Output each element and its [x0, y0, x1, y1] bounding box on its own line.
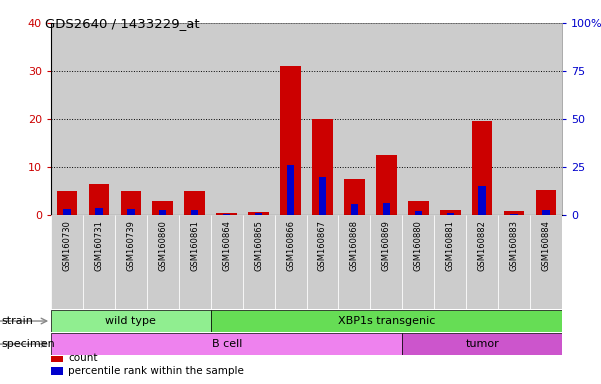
Bar — [402, 215, 435, 309]
Bar — [466, 23, 498, 215]
Bar — [466, 215, 498, 309]
Text: wild type: wild type — [105, 316, 156, 326]
Bar — [51, 310, 211, 332]
Text: percentile rank within the sample: percentile rank within the sample — [68, 366, 244, 376]
Bar — [498, 215, 530, 309]
Bar — [211, 310, 562, 332]
Bar — [51, 215, 83, 309]
Bar — [243, 23, 275, 215]
Bar — [338, 23, 370, 215]
Text: GSM160861: GSM160861 — [191, 220, 200, 271]
Bar — [351, 204, 358, 215]
Bar — [287, 165, 294, 215]
Bar — [51, 23, 83, 215]
Text: B cell: B cell — [212, 339, 242, 349]
Bar — [179, 23, 211, 215]
Text: GSM160867: GSM160867 — [318, 220, 327, 271]
Bar — [115, 23, 147, 215]
Text: specimen: specimen — [2, 339, 55, 349]
Text: GSM160883: GSM160883 — [510, 220, 519, 271]
Bar — [51, 354, 63, 362]
Bar — [153, 200, 173, 215]
Text: GSM160860: GSM160860 — [158, 220, 167, 271]
Bar — [83, 23, 115, 215]
Bar — [402, 333, 562, 355]
Bar — [307, 23, 338, 215]
Bar — [147, 23, 179, 215]
Bar — [319, 177, 326, 215]
Bar — [223, 214, 230, 215]
Bar — [498, 23, 530, 215]
Text: GSM160739: GSM160739 — [126, 220, 135, 271]
Bar — [64, 209, 71, 215]
Bar — [440, 210, 460, 215]
Bar — [255, 213, 262, 215]
Bar — [535, 190, 557, 215]
Bar — [96, 208, 103, 215]
Bar — [121, 191, 141, 215]
Bar — [434, 215, 466, 309]
Text: GSM160880: GSM160880 — [413, 220, 423, 271]
Bar — [447, 213, 454, 215]
Bar — [415, 211, 422, 215]
Bar — [127, 209, 135, 215]
Bar — [370, 215, 402, 309]
Bar — [51, 367, 63, 376]
Bar — [191, 210, 198, 215]
Bar — [243, 215, 275, 309]
Text: GSM160868: GSM160868 — [350, 220, 359, 271]
Bar — [344, 179, 365, 215]
Bar — [542, 210, 549, 215]
Text: GSM160881: GSM160881 — [446, 220, 455, 271]
Bar — [472, 121, 492, 215]
Bar — [530, 23, 562, 215]
Text: XBP1s transgenic: XBP1s transgenic — [338, 316, 435, 326]
Bar — [88, 184, 109, 215]
Bar — [115, 215, 147, 309]
Bar — [51, 333, 402, 355]
Text: GSM160865: GSM160865 — [254, 220, 263, 271]
Bar — [56, 191, 78, 215]
Bar — [275, 23, 307, 215]
Bar — [307, 215, 338, 309]
Bar — [248, 212, 269, 215]
Bar — [478, 186, 486, 215]
Bar — [408, 200, 429, 215]
Text: tumor: tumor — [465, 339, 499, 349]
Text: GSM160731: GSM160731 — [94, 220, 103, 271]
Text: GSM160884: GSM160884 — [542, 220, 551, 271]
Bar — [159, 210, 166, 215]
Bar — [211, 215, 243, 309]
Bar — [370, 23, 402, 215]
Bar — [338, 215, 370, 309]
Text: GSM160864: GSM160864 — [222, 220, 231, 271]
Bar — [376, 155, 397, 215]
Bar — [402, 23, 435, 215]
Bar — [530, 215, 562, 309]
Text: GSM160882: GSM160882 — [478, 220, 487, 271]
Bar — [179, 215, 211, 309]
Bar — [510, 214, 517, 215]
Text: GSM160730: GSM160730 — [63, 220, 72, 271]
Bar — [383, 203, 390, 215]
Text: strain: strain — [2, 316, 34, 326]
Text: GSM160869: GSM160869 — [382, 220, 391, 271]
Bar — [83, 215, 115, 309]
Bar — [504, 211, 525, 215]
Bar — [275, 215, 307, 309]
Bar — [185, 191, 205, 215]
Bar — [211, 23, 243, 215]
Bar — [147, 215, 179, 309]
Bar — [280, 66, 301, 215]
Bar — [216, 213, 237, 215]
Bar — [434, 23, 466, 215]
Text: GDS2640 / 1433229_at: GDS2640 / 1433229_at — [45, 17, 200, 30]
Text: GSM160866: GSM160866 — [286, 220, 295, 271]
Bar — [312, 119, 333, 215]
Text: count: count — [68, 353, 97, 363]
